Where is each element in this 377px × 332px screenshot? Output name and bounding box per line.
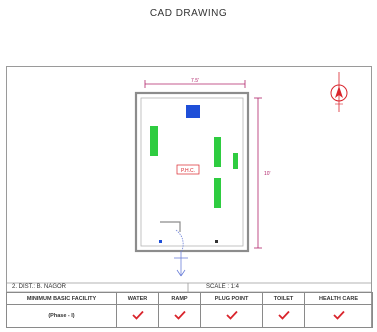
- room-label: P.H.C.: [181, 168, 195, 174]
- bottom-marker-left: [159, 240, 162, 243]
- facility-header-row: MINIMUM BASIC FACILITY WATER RAMP PLUG P…: [6, 291, 373, 306]
- green-block-right-lower: [214, 178, 221, 208]
- check-icon: [131, 310, 144, 320]
- facility-header-cell: RAMP: [158, 291, 201, 306]
- entrance-wall: [160, 221, 181, 232]
- bottom-marker-right: [215, 240, 218, 243]
- facility-status-cell: [262, 304, 305, 328]
- facility-header-cell: PLUG POINT: [200, 291, 263, 306]
- check-icon: [225, 310, 238, 320]
- check-icon: [277, 310, 290, 320]
- info-row: 2. DIST.: B. NAGOR SCALE : 1:4: [6, 283, 372, 293]
- green-block-left: [150, 126, 158, 156]
- facility-table: MINIMUM BASIC FACILITY WATER RAMP PLUG P…: [6, 291, 373, 328]
- check-icon: [173, 310, 186, 320]
- facility-status-cell: [304, 304, 373, 328]
- facility-status-cell: [158, 304, 201, 328]
- blue-fixture-block: [186, 105, 200, 118]
- room-inner-wall: [140, 97, 244, 247]
- green-block-right-upper: [214, 137, 221, 167]
- facility-header-cell: TOILET: [262, 291, 305, 306]
- top-dimension-label: 7.5': [191, 78, 199, 84]
- facility-header-cell: WATER: [116, 291, 159, 306]
- door-swing: [175, 229, 184, 252]
- check-icon: [332, 310, 345, 320]
- facility-status-cell: [200, 304, 263, 328]
- facility-col-label: MINIMUM BASIC FACILITY: [6, 291, 117, 306]
- district-text: 2. DIST.: B. NAGOR: [12, 284, 67, 290]
- facility-status-cell: [116, 304, 159, 328]
- facility-status-row: (Phase - I): [6, 304, 373, 328]
- facility-row-label: (Phase - I): [6, 304, 117, 328]
- room-outer-wall: [134, 91, 250, 253]
- scale-text: SCALE : 1:4: [206, 284, 240, 290]
- green-block-far-right: [233, 153, 238, 169]
- facility-header-cell: HEALTH CARE: [304, 291, 373, 306]
- side-dimension-label: 10': [264, 171, 271, 177]
- page-title: CAD DRAWING: [149, 8, 228, 19]
- room-label-box: [176, 164, 200, 175]
